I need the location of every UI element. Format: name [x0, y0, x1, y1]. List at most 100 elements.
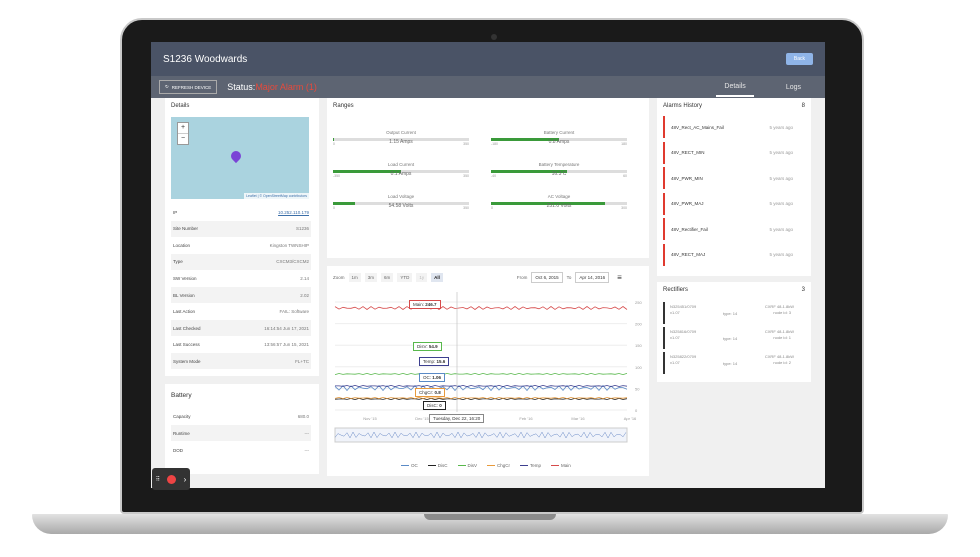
detail-label: System Mode: [173, 358, 201, 364]
detail-label: Type: [173, 259, 183, 265]
zoom-3m-button[interactable]: 3m: [364, 273, 378, 282]
gauge-range: 0 300: [491, 206, 627, 210]
drag-handle-icon[interactable]: ⠿: [155, 476, 161, 483]
ip-link[interactable]: 10.252.110.179: [278, 209, 309, 215]
zoom-all-button[interactable]: All: [431, 273, 443, 282]
alarm-item[interactable]: 48V_RECT_MAJ 5 years ago: [663, 243, 799, 266]
alarm-item[interactable]: 48V_PWR_MAJ 5 years ago: [663, 192, 799, 215]
gauge-bar: [333, 170, 469, 173]
rectifiers-heading: Rectifiers: [663, 287, 689, 293]
zoom-1m-button[interactable]: 1m: [348, 273, 361, 282]
gauge-range: -40 60: [491, 174, 627, 178]
gauge-fill: [333, 170, 401, 173]
rectifier-node: node id: 1: [773, 335, 791, 340]
detail-value: 2.14: [300, 275, 309, 281]
legend-label: DisV: [467, 463, 478, 468]
gauge-label: Load Voltage: [387, 194, 415, 199]
alarm-time: 5 years ago: [769, 252, 793, 257]
alarm-name: 48V_RECT_MIN: [671, 150, 705, 155]
rectifier-item[interactable]: N325816/0709 v1.07 type: 14 CXRF 48-1.8kW no…: [663, 327, 799, 349]
tooltip-chgcr: ChgCr: 0.8: [415, 388, 445, 397]
series-line-disv[interactable]: [334, 372, 628, 376]
x-tick-label: Feb '16: [519, 416, 533, 421]
hamburger-icon[interactable]: ≡: [617, 273, 622, 282]
page-title: S1236 Woodwards: [163, 53, 248, 65]
tab-logs[interactable]: Logs: [785, 83, 801, 91]
zoom-6m-button[interactable]: 6m: [381, 273, 394, 282]
legend-swatch: [520, 465, 529, 466]
alarms-count: 8: [801, 103, 805, 109]
alarm-item[interactable]: 48V_PWR_MIN 5 years ago: [663, 167, 799, 189]
legend-item[interactable]: Main: [551, 463, 571, 468]
legend-label: ChgCr: [497, 463, 511, 468]
rectifier-item[interactable]: N325822/0709 v1.07 type: 14 CXRF 48-1.8kW no…: [663, 352, 799, 374]
gauge-max: 350: [463, 142, 469, 146]
legend-item[interactable]: OC: [401, 463, 418, 468]
rectifier-model: CXRF 48-1.8kW: [764, 354, 794, 359]
navigator-line: [334, 431, 627, 439]
alert-icon[interactable]: [167, 474, 177, 484]
legend-swatch: [427, 465, 436, 466]
legend-item[interactable]: Temp: [520, 463, 541, 468]
gauge-max: 350: [463, 174, 469, 178]
zoom-ytd-button[interactable]: YTD: [397, 273, 413, 282]
rectifier-item[interactable]: N325451/0709 v1.07 type: 14 CXRF 48-1.8kW no…: [663, 302, 799, 324]
rectifier-model: CXRF 48-1.8kW: [764, 304, 794, 309]
detail-label: Last Checked: [173, 325, 201, 331]
gauge-max: 350: [463, 206, 469, 210]
gauge-label: Battery Current: [543, 130, 575, 135]
from-date-input[interactable]: Oct 6, 2015: [531, 272, 563, 283]
gauge-value: 0.8 Amps: [548, 139, 570, 145]
legend-item[interactable]: DisV: [457, 463, 478, 468]
detail-row: Location Kingston TWNSHIP: [171, 237, 311, 253]
gauge-min: -40: [491, 174, 497, 178]
detail-row: Last Success 13:56:57 Jun 15, 2021: [171, 337, 311, 353]
tab-details[interactable]: Details: [716, 78, 754, 97]
rectifier-model: CXRF 48-1.8kW: [764, 329, 794, 334]
series-line-chgcr[interactable]: [334, 396, 628, 400]
gauge-fill: [491, 170, 568, 173]
legend-item[interactable]: ChgCr: [487, 463, 510, 468]
zoom-in-button[interactable]: +: [178, 123, 188, 134]
series-line-oc[interactable]: [334, 384, 628, 392]
series-line-temp[interactable]: [335, 384, 628, 388]
details-heading: Details: [171, 103, 190, 109]
zoom-1y-button[interactable]: 1y: [416, 273, 428, 282]
alarm-name: 48V_RECT_MAJ: [671, 252, 706, 257]
series-line-disc[interactable]: [334, 397, 628, 401]
battery-label: Capacity: [173, 413, 191, 419]
refresh-device-button[interactable]: ↻ REFRESH DEVICE: [159, 80, 218, 94]
back-button[interactable]: Back: [785, 53, 813, 65]
y-tick-label: 50: [635, 386, 640, 391]
floating-control: ⠿ ›: [152, 468, 190, 490]
alarm-item[interactable]: 48V_Rectifier_Fail 5 years ago: [663, 218, 799, 240]
detail-value: FAIL: Software: [279, 309, 309, 315]
map-attribution[interactable]: Leaflet | © OpenStreetMap contributors: [244, 193, 309, 199]
alarm-item[interactable]: 48V_RECT_MIN 5 years ago: [663, 141, 799, 164]
rectifier-version: v1.07: [670, 360, 680, 365]
alarm-time: 5 years ago: [769, 201, 793, 206]
legend-swatch: [457, 465, 466, 466]
series-line-main[interactable]: [334, 306, 628, 310]
legend-item[interactable]: DisC: [427, 463, 448, 468]
gauge-fill: [491, 202, 606, 205]
top-bar: S1236 Woodwards Back: [151, 42, 825, 76]
alarm-item[interactable]: 48V_Rect_AC_Mains_Fail 5 years ago: [663, 116, 799, 138]
to-date-input[interactable]: Apr 14, 2016: [575, 272, 610, 283]
gauge-max: 300: [621, 206, 627, 210]
gauge-label: Battery Temperature: [538, 162, 580, 167]
legend-swatch: [487, 465, 496, 466]
battery-label: Runtime: [173, 430, 190, 436]
detail-label: Last Success: [173, 342, 200, 348]
range-navigator[interactable]: [334, 427, 628, 443]
range-gauge: Output Current 0 350 1.15 Amps: [333, 130, 469, 146]
gauge-max: 180: [621, 142, 627, 146]
detail-label: Last Action: [173, 309, 196, 315]
location-map[interactable]: + − Leaflet | © OpenStreetMap contributor…: [171, 117, 309, 199]
map-pin-icon[interactable]: [228, 148, 244, 164]
rectifiers-count: 3: [801, 287, 805, 293]
zoom-out-button[interactable]: −: [180, 135, 186, 142]
tooltip-disv: DisV: 54.9: [413, 342, 442, 351]
chevron-right-icon[interactable]: ›: [183, 474, 187, 484]
